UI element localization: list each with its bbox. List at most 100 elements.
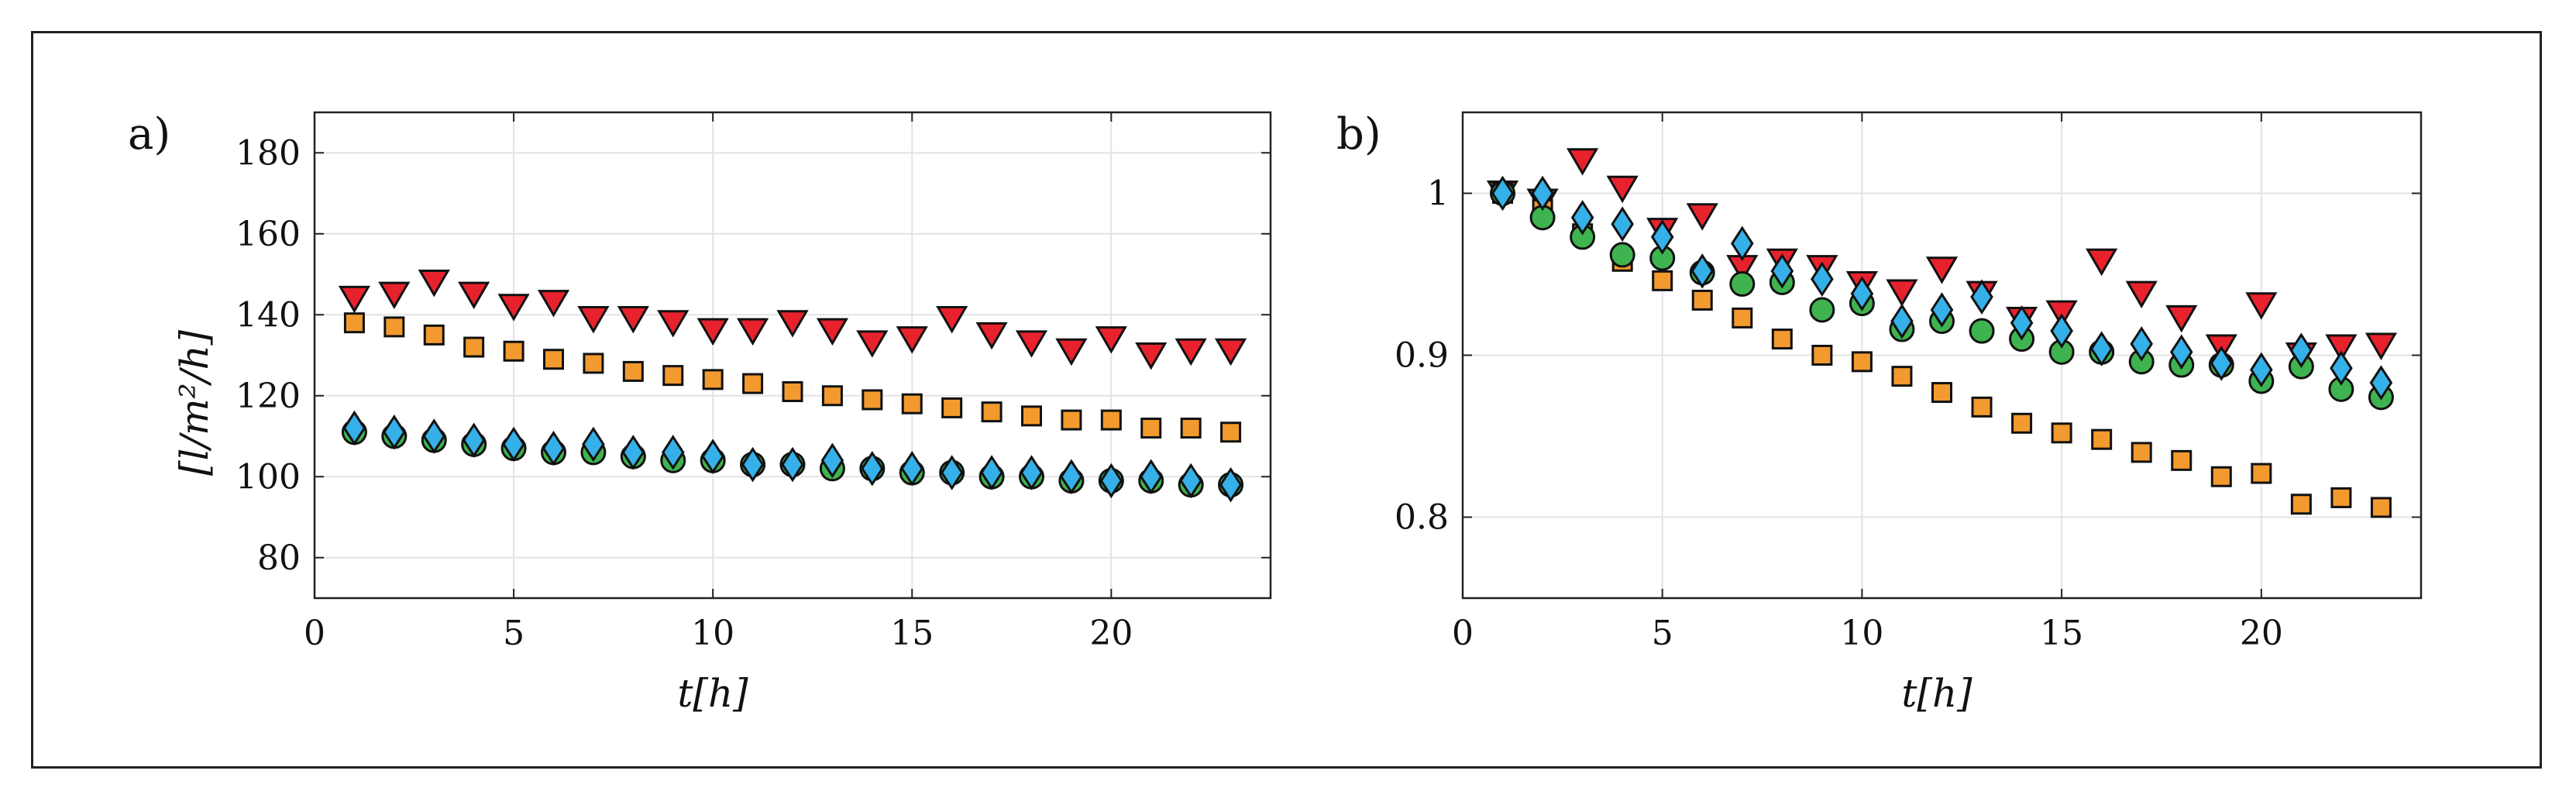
- triangle-marker: [418, 269, 450, 298]
- diamond-marker: [1491, 175, 1515, 212]
- diamond-marker: [1970, 279, 1993, 315]
- square-marker: [2171, 449, 2193, 471]
- square-marker: [1732, 307, 1753, 328]
- diamond-marker: [1690, 253, 1714, 289]
- square-marker: [343, 312, 365, 334]
- circle-marker: [1969, 318, 1995, 344]
- triangle-marker: [1055, 338, 1088, 366]
- triangle-marker: [1886, 279, 1918, 307]
- diamond-marker: [1930, 292, 1954, 328]
- triangle-marker: [537, 290, 570, 318]
- square-marker: [583, 353, 604, 374]
- triangle-marker: [856, 330, 889, 358]
- diamond-marker: [701, 439, 724, 474]
- square-marker: [1140, 418, 1162, 439]
- diamond-marker: [422, 418, 446, 454]
- diamond-marker: [1139, 459, 1163, 495]
- triangle-marker: [2125, 280, 2158, 309]
- x-tick-label: 0: [1452, 614, 1474, 653]
- square-marker: [2251, 463, 2272, 484]
- diamond-marker: [2369, 365, 2393, 401]
- triangle-marker: [2325, 334, 2358, 363]
- diamond-marker: [582, 426, 605, 463]
- square-marker: [1061, 409, 1082, 431]
- diamond-marker: [1179, 463, 1202, 499]
- diamond-marker: [1219, 466, 1243, 503]
- y-tick-label: 100: [236, 457, 301, 497]
- x-tick-label: 20: [1089, 614, 1133, 653]
- diamond-marker: [2050, 313, 2073, 349]
- y-tick-label: 120: [236, 377, 301, 416]
- square-marker: [2011, 412, 2033, 434]
- panel-label: a): [128, 109, 170, 160]
- triangle-marker: [617, 305, 649, 334]
- triangle-marker: [657, 310, 690, 338]
- panel-label: b): [1336, 109, 1381, 160]
- plot-area: [315, 112, 1271, 598]
- triangle-marker: [816, 318, 849, 346]
- diamond-marker: [2210, 346, 2234, 381]
- y-tick-label: 160: [236, 215, 301, 254]
- diamond-marker: [900, 451, 924, 487]
- axes-box: [1461, 111, 2423, 600]
- diamond-marker: [1731, 225, 1754, 262]
- square-marker: [1652, 270, 1673, 291]
- figure-frame: [31, 31, 2542, 769]
- diamond-marker: [2330, 350, 2353, 386]
- triangle-marker: [338, 285, 371, 314]
- diamond-marker: [1531, 175, 1554, 212]
- diamond-marker: [1850, 276, 1874, 311]
- triangle-marker: [378, 281, 411, 310]
- x-tick-label: 15: [890, 614, 934, 653]
- triangle-marker: [1095, 326, 1127, 354]
- y-axis-label: [l/m²/h]: [172, 329, 217, 476]
- diamond-marker: [462, 422, 486, 458]
- circle-marker: [1609, 242, 1635, 268]
- x-tick-label: 5: [1652, 614, 1673, 653]
- triangle-marker: [497, 294, 530, 322]
- diamond-marker: [1770, 253, 1794, 289]
- circle-marker: [1729, 271, 1756, 298]
- x-tick-label: 0: [304, 614, 325, 653]
- square-marker: [2131, 442, 2152, 463]
- square-marker: [1021, 405, 1042, 427]
- square-marker: [1811, 345, 1833, 366]
- x-tick-label: 20: [2240, 614, 2283, 653]
- triangle-marker: [975, 322, 1008, 350]
- triangle-marker: [1135, 342, 1168, 370]
- y-tick-label: 0.9: [1395, 336, 1449, 376]
- series-triangle: [338, 269, 1247, 370]
- diamond-marker: [781, 446, 804, 483]
- diamond-marker: [1570, 200, 1594, 236]
- diamond-marker: [383, 414, 406, 450]
- square-marker: [901, 393, 923, 414]
- square-marker: [463, 336, 485, 358]
- diamond-marker: [1099, 463, 1123, 499]
- square-marker: [1220, 421, 1242, 443]
- square-marker: [2210, 466, 2232, 487]
- y-tick-label: 80: [257, 538, 301, 578]
- square-marker: [2091, 428, 2113, 450]
- square-marker: [2370, 497, 2392, 518]
- square-marker: [1180, 418, 1202, 439]
- diamond-marker: [940, 455, 964, 490]
- diamond-marker: [980, 455, 1003, 490]
- triangle-marker: [2086, 248, 2118, 277]
- triangle-marker: [936, 305, 968, 334]
- square-marker: [702, 369, 724, 390]
- square-marker: [622, 360, 644, 382]
- square-marker: [782, 381, 803, 403]
- triangle-marker: [1686, 203, 1718, 231]
- x-tick-label: 10: [691, 614, 734, 653]
- triangle-marker: [1567, 148, 1599, 176]
- diamond-marker: [2289, 332, 2313, 368]
- square-marker: [423, 324, 445, 346]
- square-marker: [2290, 494, 2312, 515]
- diamond-marker: [861, 451, 884, 487]
- triangle-marker: [776, 310, 809, 338]
- x-tick-label: 5: [503, 614, 524, 653]
- x-axis-label: t[h]: [677, 671, 748, 716]
- square-marker: [1691, 289, 1713, 311]
- x-axis-label: t[h]: [1901, 671, 1972, 716]
